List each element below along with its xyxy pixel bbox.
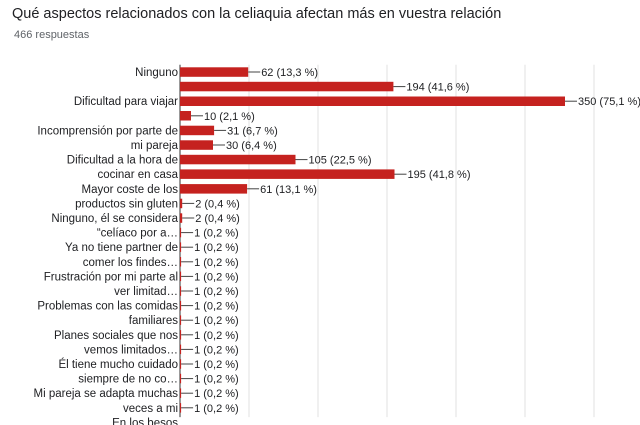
value-label: 61 (13,1 %) <box>260 184 317 196</box>
category-label: ver limitad… <box>114 286 178 298</box>
value-label: 1 (0,2 %) <box>194 301 239 313</box>
bar[interactable] <box>180 213 183 223</box>
bar[interactable] <box>180 286 182 296</box>
response-count: 466 respuestas <box>14 29 90 41</box>
category-label: Dificultad a la hora de <box>67 155 178 167</box>
value-label: 2 (0,4 %) <box>195 213 240 225</box>
bar[interactable] <box>180 300 182 311</box>
category-label: Incomprensión por parte de <box>37 125 178 137</box>
value-label: 194 (41,6 %) <box>406 82 469 94</box>
category-label: Ninguno, él se considera <box>51 213 178 225</box>
bar[interactable] <box>180 242 182 252</box>
category-label: Planes sociales que nos <box>54 330 178 342</box>
bar[interactable] <box>180 111 191 121</box>
value-label: 31 (6,7 %) <box>227 125 278 137</box>
category-label: Ya no tiene partner de <box>65 242 178 254</box>
value-label: 1 (0,2 %) <box>194 286 239 298</box>
value-label: 1 (0,2 %) <box>194 242 239 254</box>
value-label: 1 (0,2 %) <box>194 271 239 283</box>
bar[interactable] <box>180 169 395 179</box>
value-label: 10 (2,1 %) <box>204 111 255 123</box>
bar[interactable] <box>180 330 182 340</box>
value-label: 1 (0,2 %) <box>194 330 239 342</box>
value-label: 62 (13,3 %) <box>261 67 318 79</box>
category-label: siempre de no co… <box>78 374 178 386</box>
bar[interactable] <box>180 154 296 165</box>
category-label: comer los findes… <box>83 257 178 269</box>
bar[interactable] <box>180 344 182 355</box>
category-label: Dificultad para viajar <box>74 96 178 108</box>
value-label: 1 (0,2 %) <box>194 403 239 415</box>
category-label: Ninguno <box>135 67 178 79</box>
bar[interactable] <box>180 271 182 282</box>
value-label: 350 (75,1 %) <box>578 96 640 108</box>
bar[interactable] <box>180 315 182 325</box>
bar[interactable] <box>180 67 249 77</box>
bar[interactable] <box>180 373 182 384</box>
bar[interactable] <box>180 81 394 92</box>
category-label: Problemas con las comidas <box>37 301 178 313</box>
category-label: productos sin gluten <box>75 198 178 210</box>
category-label: veces a mi <box>123 403 178 415</box>
bar[interactable] <box>180 359 182 369</box>
category-label: familiares <box>129 315 178 327</box>
category-label: cocinar en casa <box>97 169 178 181</box>
category-label: Mayor coste de los <box>81 184 178 196</box>
bar[interactable] <box>180 227 182 238</box>
bar[interactable] <box>180 388 182 398</box>
value-label: 105 (22,5 %) <box>309 155 372 167</box>
gridlines <box>179 64 595 418</box>
value-label: 1 (0,2 %) <box>194 257 239 269</box>
value-label: 1 (0,2 %) <box>194 374 239 386</box>
category-label: Él tiene mucho cuidado <box>58 358 178 371</box>
bar[interactable] <box>180 140 213 150</box>
value-label: 1 (0,2 %) <box>194 344 239 356</box>
value-label: 1 (0,2 %) <box>194 388 239 400</box>
category-label: Mi pareja se adapta muchas <box>34 388 179 400</box>
value-label: 2 (0,4 %) <box>195 198 240 210</box>
bar[interactable] <box>180 125 215 136</box>
bar[interactable] <box>180 96 565 107</box>
value-label: 1 (0,2 %) <box>194 359 239 371</box>
bar[interactable] <box>180 184 248 194</box>
value-label: 1 (0,2 %) <box>194 315 239 327</box>
category-label: mi pareja <box>131 140 179 152</box>
value-label: 195 (41,8 %) <box>408 169 471 181</box>
category-label: En los besos <box>112 417 178 425</box>
chart-title: Qué aspectos relacionados con la celiaqu… <box>12 6 502 22</box>
bar[interactable] <box>180 198 183 209</box>
bar[interactable] <box>180 403 182 413</box>
category-label: Frustración por mi parte al <box>44 271 178 283</box>
category-label: “celíaco por a… <box>97 228 178 240</box>
value-label: 1 (0,2 %) <box>194 228 239 240</box>
value-label: 30 (6,4 %) <box>226 140 277 152</box>
bar[interactable] <box>180 257 182 267</box>
category-label: vemos limitados… <box>84 344 178 356</box>
